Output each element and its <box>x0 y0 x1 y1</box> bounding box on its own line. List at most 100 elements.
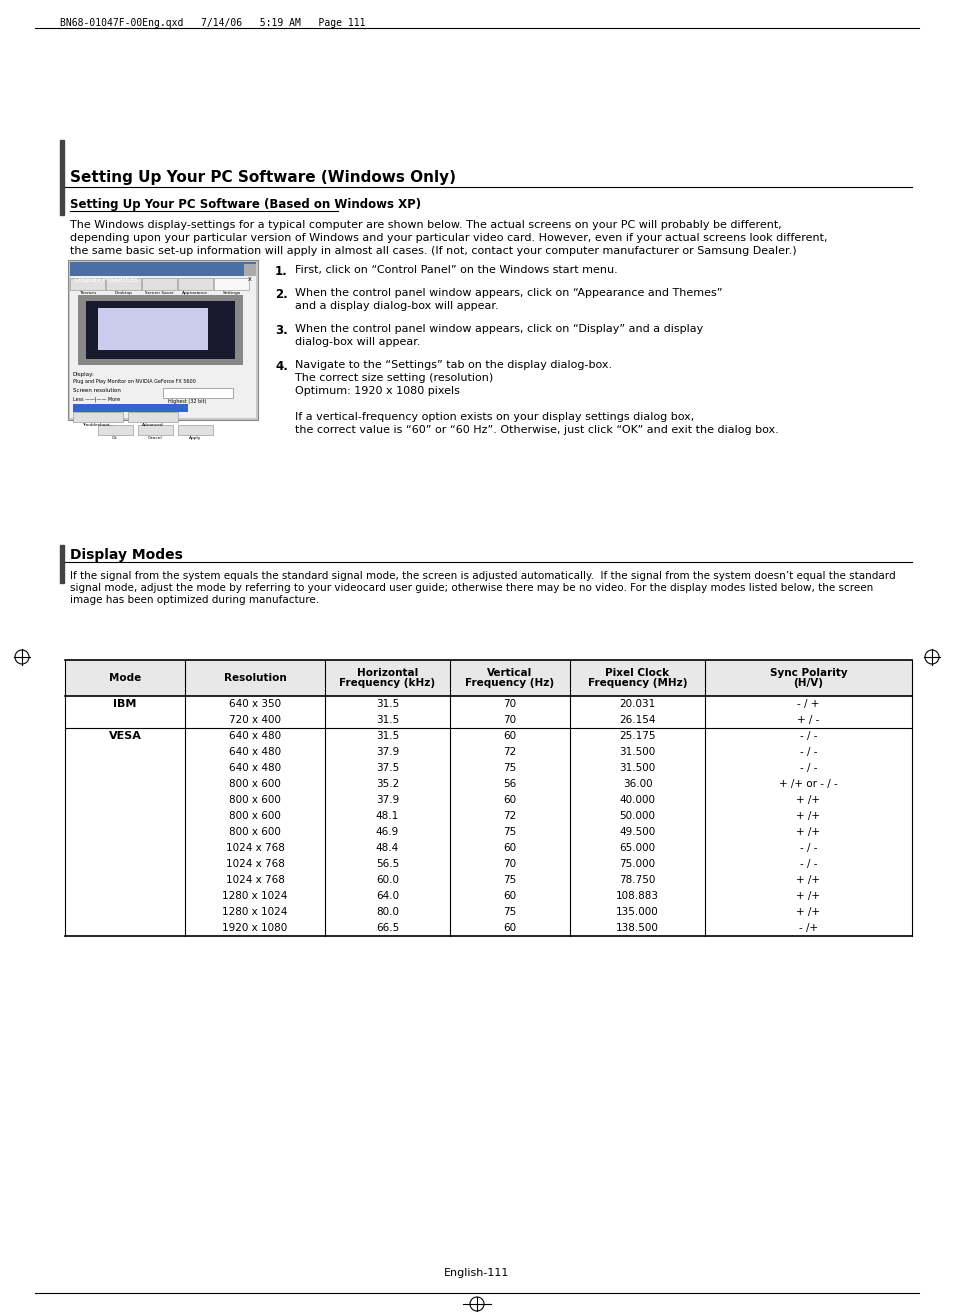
Text: 75.000: 75.000 <box>618 859 655 869</box>
Text: 2.: 2. <box>274 288 288 301</box>
Text: 26.154: 26.154 <box>618 715 655 725</box>
Text: 640 x 480: 640 x 480 <box>229 763 281 773</box>
Text: Navigate to the “Settings” tab on the display dialog-box.: Navigate to the “Settings” tab on the di… <box>294 360 612 370</box>
Text: 48.1: 48.1 <box>375 811 398 821</box>
Text: 37.9: 37.9 <box>375 796 398 805</box>
Text: 40.000: 40.000 <box>618 796 655 805</box>
Text: 64.0: 64.0 <box>375 892 398 901</box>
Text: 800 x 600: 800 x 600 <box>229 811 280 821</box>
Text: 70: 70 <box>503 715 516 725</box>
Text: Apply: Apply <box>189 437 201 441</box>
Text: 640 x 350: 640 x 350 <box>229 700 281 709</box>
Bar <box>65 660 911 696</box>
Bar <box>70 277 105 291</box>
Text: 70: 70 <box>503 700 516 709</box>
Text: If the signal from the system equals the standard signal mode, the screen is adj: If the signal from the system equals the… <box>70 571 895 581</box>
Text: 66.5: 66.5 <box>375 923 398 934</box>
Text: 56: 56 <box>503 778 517 789</box>
Text: Advanced: Advanced <box>142 423 164 427</box>
Text: Desktop: Desktop <box>114 291 132 295</box>
Text: The correct size setting (resolution): The correct size setting (resolution) <box>294 373 493 383</box>
Text: Display Properties: Display Properties <box>75 277 138 283</box>
Text: 1.: 1. <box>274 266 288 277</box>
Text: 31.500: 31.500 <box>618 747 655 757</box>
Text: 1024 x 768: 1024 x 768 <box>225 859 284 869</box>
Text: When the control panel window appears, click on “Appearance and Themes”: When the control panel window appears, c… <box>294 288 721 299</box>
Text: 56.5: 56.5 <box>375 859 398 869</box>
Bar <box>68 260 257 419</box>
Text: Display:: Display: <box>73 372 94 377</box>
Bar <box>163 388 233 398</box>
Text: If a vertical-frequency option exists on your display settings dialog box,: If a vertical-frequency option exists on… <box>294 412 694 422</box>
Text: 1920 x 1080: 1920 x 1080 <box>222 923 287 934</box>
Text: 60: 60 <box>503 843 516 853</box>
Text: Highest (32 bit): Highest (32 bit) <box>168 398 206 404</box>
Bar <box>70 262 255 418</box>
Text: 1024 x 768: 1024 x 768 <box>225 843 284 853</box>
Bar <box>86 301 234 359</box>
Text: 1900 by 768 pixels: 1900 by 768 pixels <box>73 406 119 412</box>
Text: 800 x 600: 800 x 600 <box>229 796 280 805</box>
Text: X: X <box>248 277 252 281</box>
Text: BN68-01047F-00Eng.qxd   7/14/06   5:19 AM   Page 111: BN68-01047F-00Eng.qxd 7/14/06 5:19 AM Pa… <box>60 18 365 28</box>
Text: Themes: Themes <box>79 291 96 295</box>
Bar <box>98 425 132 435</box>
Text: 135.000: 135.000 <box>616 907 659 917</box>
Text: + /+: + /+ <box>796 827 820 838</box>
Text: Frequency (kHz): Frequency (kHz) <box>339 679 436 688</box>
Text: 70: 70 <box>503 859 516 869</box>
Text: 48.4: 48.4 <box>375 843 398 853</box>
Text: - / -: - / - <box>799 747 817 757</box>
Text: 75: 75 <box>503 763 517 773</box>
Text: 78.750: 78.750 <box>618 874 655 885</box>
Text: + /+: + /+ <box>796 892 820 901</box>
Text: (H/V): (H/V) <box>793 679 822 688</box>
Text: 108.883: 108.883 <box>616 892 659 901</box>
Text: Optimum: 1920 x 1080 pixels: Optimum: 1920 x 1080 pixels <box>294 387 459 396</box>
Bar <box>142 277 177 291</box>
Text: English-111: English-111 <box>444 1268 509 1278</box>
Bar <box>178 277 213 291</box>
Bar <box>60 544 64 583</box>
Text: Less ——|—— More: Less ——|—— More <box>73 396 120 401</box>
Text: the same basic set-up information will apply in almost all cases. (If not, conta: the same basic set-up information will a… <box>70 246 796 256</box>
Text: 31.500: 31.500 <box>618 763 655 773</box>
Text: + /+: + /+ <box>796 811 820 821</box>
Text: Setting Up Your PC Software (Based on Windows XP): Setting Up Your PC Software (Based on Wi… <box>70 199 420 210</box>
Text: Settings: Settings <box>222 291 240 295</box>
Text: 46.9: 46.9 <box>375 827 398 838</box>
Text: Pixel Clock: Pixel Clock <box>605 668 669 679</box>
Text: 1280 x 1024: 1280 x 1024 <box>222 892 288 901</box>
Text: 75: 75 <box>503 827 517 838</box>
Bar <box>106 277 141 291</box>
Text: + /+ or - / -: + /+ or - / - <box>779 778 837 789</box>
Text: 720 x 400: 720 x 400 <box>229 715 281 725</box>
Text: 72: 72 <box>503 811 517 821</box>
Bar <box>60 139 64 214</box>
Text: 138.500: 138.500 <box>616 923 659 934</box>
Bar <box>98 308 208 350</box>
Text: The Windows display-settings for a typical computer are shown below. The actual : The Windows display-settings for a typic… <box>70 220 781 230</box>
Text: 60: 60 <box>503 892 516 901</box>
Text: Display Modes: Display Modes <box>70 548 183 562</box>
Text: Cancel: Cancel <box>148 437 162 441</box>
Text: Color quality: Color quality <box>168 388 203 393</box>
Text: Mode: Mode <box>109 673 141 682</box>
Bar <box>213 277 249 291</box>
Text: 80.0: 80.0 <box>375 907 398 917</box>
Text: 60.0: 60.0 <box>375 874 398 885</box>
Text: signal mode, adjust the mode by referring to your videocard user guide; otherwis: signal mode, adjust the mode by referrin… <box>70 583 872 593</box>
Text: 31.5: 31.5 <box>375 731 398 740</box>
Text: 50.000: 50.000 <box>618 811 655 821</box>
Text: 25.175: 25.175 <box>618 731 655 740</box>
Text: 20.031: 20.031 <box>618 700 655 709</box>
Text: 37.9: 37.9 <box>375 747 398 757</box>
Text: Setting Up Your PC Software (Windows Only): Setting Up Your PC Software (Windows Onl… <box>70 170 456 185</box>
Text: image has been optimized during manufacture.: image has been optimized during manufact… <box>70 594 319 605</box>
Text: - / -: - / - <box>799 763 817 773</box>
Text: 36.00: 36.00 <box>622 778 652 789</box>
Bar <box>73 412 123 422</box>
Text: 49.500: 49.500 <box>618 827 655 838</box>
Bar <box>128 412 178 422</box>
Text: Troubleshoot...: Troubleshoot... <box>82 423 113 427</box>
